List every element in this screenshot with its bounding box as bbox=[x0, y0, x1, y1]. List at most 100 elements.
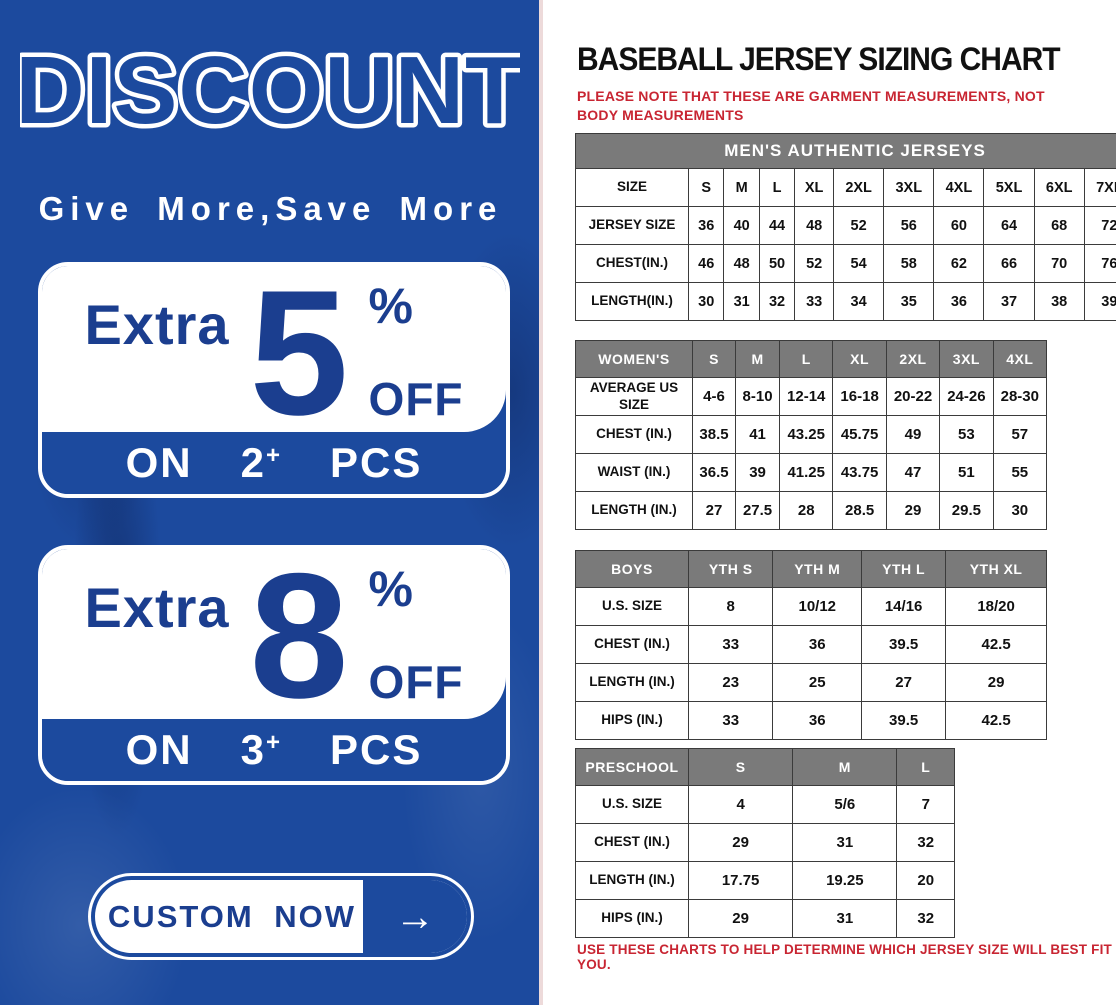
table-cell: 39.5 bbox=[861, 701, 947, 740]
table-cell: U.S. SIZE bbox=[575, 785, 689, 824]
table-cell: 32 bbox=[896, 899, 955, 938]
table-header-cell: WOMEN'S bbox=[575, 340, 693, 378]
table-row: CHEST (IN.) 33 36 39.5 42.5 bbox=[575, 625, 1047, 664]
table-cell: 50 bbox=[758, 244, 796, 283]
table-header-cell: YTH L bbox=[861, 550, 947, 588]
custom-now-button[interactable]: CUSTOM NOW → bbox=[95, 880, 467, 953]
right-arrow-icon: → bbox=[395, 894, 435, 939]
table-cell: 35 bbox=[883, 282, 935, 321]
table-row: CHEST(IN.) 46 48 50 52 54 58 62 66 70 76 bbox=[575, 244, 1116, 283]
table-header-cell: 4XL bbox=[992, 340, 1048, 378]
table-row: AVERAGE US SIZE 4-6 8-10 12-14 16-18 20-22 24-… bbox=[575, 377, 1048, 416]
arrow-box: → bbox=[363, 880, 467, 953]
table-header-cell: M bbox=[792, 748, 898, 786]
table-cell: HIPS (IN.) bbox=[575, 899, 689, 938]
table-cell: 36 bbox=[687, 206, 725, 245]
table-row: CHEST (IN.) 29 31 32 bbox=[575, 823, 955, 862]
table-cell: 27 bbox=[861, 663, 947, 702]
pcs-label: PCS bbox=[330, 726, 423, 773]
table-cell: 27 bbox=[691, 491, 737, 530]
table-cell: HIPS (IN.) bbox=[575, 701, 689, 740]
mens-sizing-table: MEN'S AUTHENTIC JERSEYS SIZE S M L XL 2XL 3XL 4X… bbox=[575, 133, 1116, 321]
table-header-cell: S bbox=[687, 748, 794, 786]
table-cell: 66 bbox=[983, 244, 1035, 283]
table-cell: 70 bbox=[1033, 244, 1085, 283]
table-cell: 41.25 bbox=[779, 453, 834, 492]
table-cell: CHEST(IN.) bbox=[575, 244, 689, 283]
table-cell: 29 bbox=[885, 491, 941, 530]
table-cell: 5XL bbox=[983, 168, 1035, 207]
table-cell: LENGTH (IN.) bbox=[575, 861, 689, 900]
table-cell: 31 bbox=[792, 823, 898, 862]
sizing-chart-panel: BASEBALL JERSEY SIZING CHART PLEASE NOTE… bbox=[543, 0, 1116, 1005]
table-cell: 48 bbox=[794, 206, 835, 245]
table-cell: 76 bbox=[1083, 244, 1116, 283]
table-row: LENGTH (IN.) 27 27.5 28 28.5 29 29.5 30 bbox=[575, 491, 1048, 530]
table-row: U.S. SIZE 8 10/12 14/16 18/20 bbox=[575, 587, 1047, 626]
pcs-label: PCS bbox=[330, 439, 423, 486]
table-header-cell: PRESCHOOL bbox=[575, 748, 689, 786]
table-cell: LENGTH(IN.) bbox=[575, 282, 689, 321]
quantity-label: 3+ bbox=[240, 726, 282, 773]
discount-headline: DISCOUNT bbox=[20, 33, 520, 149]
table-cell: 42.5 bbox=[945, 625, 1047, 664]
table-cell: 17.75 bbox=[687, 861, 794, 900]
offer-lead: Extra bbox=[84, 576, 230, 639]
table-cell: XL bbox=[794, 168, 835, 207]
table-cell: 30 bbox=[992, 491, 1048, 530]
table-cell: 27.5 bbox=[735, 491, 781, 530]
table-cell: 58 bbox=[883, 244, 935, 283]
table-cell: 45.75 bbox=[832, 415, 887, 454]
table-cell: L bbox=[758, 168, 796, 207]
table-cell: 38.5 bbox=[691, 415, 737, 454]
tagline: Give More,Save More bbox=[38, 190, 503, 227]
offer-card-body: Extra 8 % OFF bbox=[42, 545, 506, 735]
table-row: HIPS (IN.) 29 31 32 bbox=[575, 899, 955, 938]
table-cell: 32 bbox=[896, 823, 955, 862]
table-cell: 47 bbox=[885, 453, 941, 492]
table-cell: LENGTH (IN.) bbox=[575, 491, 693, 530]
offer-condition-band: ON 3+ PCS bbox=[42, 719, 506, 781]
table-cell: 48 bbox=[723, 244, 760, 283]
table-header-cell: L bbox=[779, 340, 834, 378]
offer-percent-value: 8 bbox=[249, 545, 349, 735]
table-cell: 24-26 bbox=[939, 377, 994, 416]
preschool-sizing-table: PRESCHOOL S M L U.S. SIZE 4 5/6 7 CHEST (IN.) 29 3… bbox=[575, 748, 955, 938]
percent-sign: % bbox=[368, 561, 414, 617]
table-cell: 30 bbox=[687, 282, 725, 321]
table-row: LENGTH(IN.) 30 31 32 33 34 35 36 37 38 39 bbox=[575, 282, 1116, 321]
table-cell: 36 bbox=[772, 701, 863, 740]
table-cell: SIZE bbox=[575, 168, 689, 207]
table-cell: 62 bbox=[933, 244, 985, 283]
boys-sizing-table: BOYS YTH S YTH M YTH L YTH XL U.S. SIZE 8 10/12… bbox=[575, 550, 1047, 740]
fit-advice-footer: USE THESE CHARTS TO HELP DETERMINE WHICH… bbox=[577, 942, 1113, 972]
table-cell: 14/16 bbox=[861, 587, 947, 626]
table-cell: 16-18 bbox=[832, 377, 887, 416]
table-header-cell: MEN'S AUTHENTIC JERSEYS bbox=[575, 133, 1116, 169]
table-cell: 12-14 bbox=[779, 377, 834, 416]
table-cell: JERSEY SIZE bbox=[575, 206, 689, 245]
table-row: JERSEY SIZE 36 40 44 48 52 56 60 64 68 72 bbox=[575, 206, 1116, 245]
table-cell: 34 bbox=[833, 282, 885, 321]
off-label: OFF bbox=[368, 372, 464, 425]
table-cell: 19.25 bbox=[792, 861, 898, 900]
table-row: U.S. SIZE 4 5/6 7 bbox=[575, 785, 955, 824]
table-cell: 55 bbox=[992, 453, 1048, 492]
table-header-cell: S bbox=[691, 340, 737, 378]
table-row: WAIST (IN.) 36.5 39 41.25 43.75 47 51 55 bbox=[575, 453, 1048, 492]
table-cell: 39 bbox=[1083, 282, 1116, 321]
plus-sign: + bbox=[265, 729, 282, 756]
sizing-chart-title: BASEBALL JERSEY SIZING CHART bbox=[577, 42, 1061, 78]
table-cell: 6XL bbox=[1033, 168, 1085, 207]
plus-sign: + bbox=[265, 442, 282, 469]
table-row: LENGTH (IN.) 23 25 27 29 bbox=[575, 663, 1047, 702]
table-cell: 33 bbox=[687, 625, 774, 664]
table-cell: 39.5 bbox=[861, 625, 947, 664]
table-cell: S bbox=[687, 168, 725, 207]
offer-lead: Extra bbox=[84, 293, 230, 356]
on-label: ON bbox=[125, 439, 193, 486]
table-cell: 32 bbox=[758, 282, 796, 321]
table-cell: WAIST (IN.) bbox=[575, 453, 693, 492]
table-cell: 49 bbox=[885, 415, 941, 454]
table-cell: 37 bbox=[983, 282, 1035, 321]
